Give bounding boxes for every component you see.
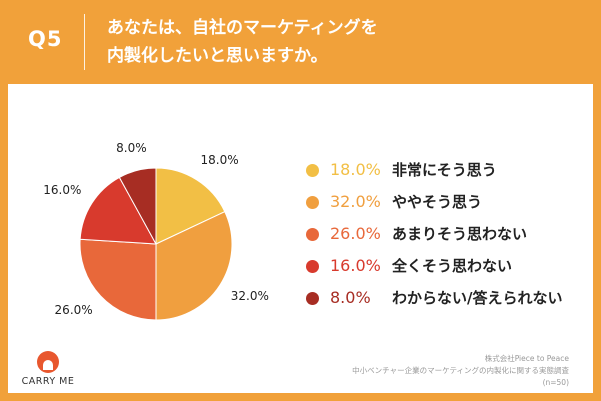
legend-label: ややそう思う	[392, 193, 483, 211]
pie-slice-label: 18.0%	[200, 153, 239, 168]
pie-slice-1	[155, 167, 226, 245]
source-survey: 中小ベンチャー企業のマーケティングの内製化に関する実態調査	[352, 366, 569, 375]
question-title-line2: 内製化したいと思いますか。	[107, 46, 328, 66]
pie-slice-3	[79, 238, 157, 321]
legend-swatch-icon	[306, 260, 319, 273]
logo-text: CARRY ME	[21, 376, 75, 387]
legend-label: 非常にそう思う	[392, 161, 497, 179]
legend-label: 全くそう思わない	[392, 257, 513, 275]
legend-percent: 8.0%	[330, 288, 371, 307]
pie-slice-label: 32.0%	[230, 288, 269, 303]
pie-slice-5	[118, 167, 157, 245]
pie-slice-label: 8.0%	[116, 141, 147, 156]
pie-slice-label: 26.0%	[54, 303, 93, 318]
legend-percent: 32.0%	[330, 192, 381, 211]
logo-mark-icon	[37, 351, 59, 373]
legend-swatch-icon	[306, 228, 319, 241]
pie-slice-2	[155, 210, 233, 321]
source-note: 株式会社Piece to Peace 中小ベンチャー企業のマーケティングの内製化…	[352, 353, 569, 389]
source-sample-size: (n=50)	[542, 378, 569, 387]
carry-me-logo: CARRY ME	[18, 351, 78, 395]
legend-percent: 16.0%	[330, 256, 381, 275]
header-divider	[84, 14, 85, 70]
pie-slice-4	[79, 176, 157, 245]
legend-percent: 26.0%	[330, 224, 381, 243]
pie-slice-label: 16.0%	[43, 183, 82, 198]
legend-label: あまりそう思わない	[392, 225, 528, 243]
question-title: あなたは、自社のマーケティングを 内製化したいと思いますか。	[107, 14, 378, 70]
source-company: 株式会社Piece to Peace	[484, 354, 569, 363]
question-number: Q5	[28, 27, 63, 51]
pie-chart	[79, 167, 233, 321]
legend-swatch-icon	[306, 292, 319, 305]
question-header: Q5 あなたは、自社のマーケティングを 内製化したいと思いますか。	[0, 0, 601, 84]
question-title-line1: あなたは、自社のマーケティングを	[107, 18, 378, 38]
legend-swatch-icon	[306, 196, 319, 209]
legend-swatch-icon	[306, 164, 319, 177]
legend-percent: 18.0%	[330, 160, 381, 179]
legend-label: わからない/答えられない	[392, 289, 563, 307]
